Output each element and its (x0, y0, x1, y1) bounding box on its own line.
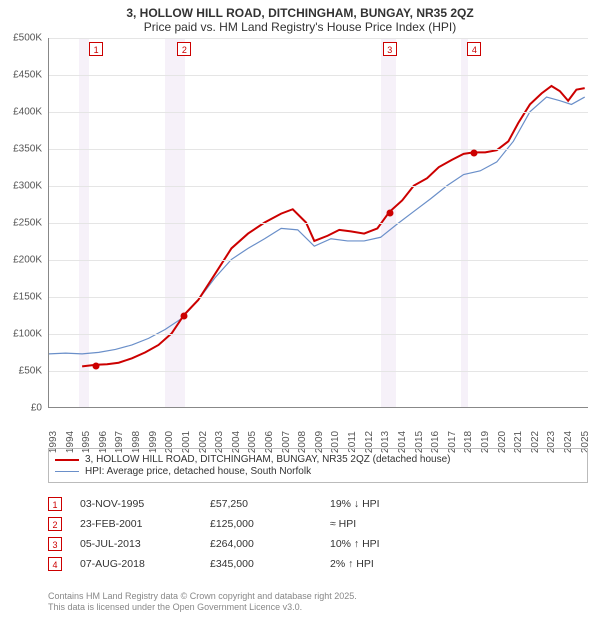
title-address: 3, HOLLOW HILL ROAD, DITCHINGHAM, BUNGAY… (0, 6, 600, 20)
legend-box: 3, HOLLOW HILL ROAD, DITCHINGHAM, BUNGAY… (48, 448, 588, 483)
transaction-change: 2% ↑ HPI (330, 558, 450, 570)
x-axis-labels: 1993199419951996199719981999200020012002… (48, 412, 588, 448)
y-tick-label: £150K (13, 292, 42, 303)
transaction-dot (471, 149, 478, 156)
footer-line1: Contains HM Land Registry data © Crown c… (48, 591, 357, 603)
transaction-marker-1: 1 (89, 42, 103, 56)
gridline-h (49, 371, 588, 372)
transaction-row: 3 05-JUL-2013£264,00010% ↑ HPI (48, 534, 588, 554)
gridline-h (49, 75, 588, 76)
title-subtitle: Price paid vs. HM Land Registry's House … (0, 20, 600, 34)
gridline-h (49, 149, 588, 150)
transaction-date: 07-AUG-2018 (80, 558, 210, 570)
transaction-row-marker: 2 (48, 517, 62, 531)
transaction-row: 1 03-NOV-1995£57,25019% ↓ HPI (48, 494, 588, 514)
legend-row: 3, HOLLOW HILL ROAD, DITCHINGHAM, BUNGAY… (55, 454, 581, 465)
transaction-change: 19% ↓ HPI (330, 498, 450, 510)
series-price_paid (82, 86, 585, 366)
y-tick-label: £100K (13, 329, 42, 340)
transaction-date: 05-JUL-2013 (80, 538, 210, 550)
transaction-row: 4 07-AUG-2018£345,0002% ↑ HPI (48, 554, 588, 574)
transaction-price: £125,000 (210, 518, 330, 530)
legend-label: 3, HOLLOW HILL ROAD, DITCHINGHAM, BUNGAY… (85, 454, 450, 465)
legend-label: HPI: Average price, detached house, Sout… (85, 466, 311, 477)
transaction-date: 03-NOV-1995 (80, 498, 210, 510)
transaction-marker-2: 2 (177, 42, 191, 56)
footer-line2: This data is licensed under the Open Gov… (48, 602, 357, 614)
transaction-marker-3: 3 (383, 42, 397, 56)
transaction-dot (93, 362, 100, 369)
title-block: 3, HOLLOW HILL ROAD, DITCHINGHAM, BUNGAY… (0, 0, 600, 36)
y-tick-label: £250K (13, 218, 42, 229)
gridline-h (49, 334, 588, 335)
transaction-price: £264,000 (210, 538, 330, 550)
gridline-h (49, 297, 588, 298)
transaction-dot (386, 209, 393, 216)
transaction-row-marker: 1 (48, 497, 62, 511)
legend-row: HPI: Average price, detached house, Sout… (55, 466, 581, 477)
legend-swatch (55, 471, 79, 472)
chart-container: 3, HOLLOW HILL ROAD, DITCHINGHAM, BUNGAY… (0, 0, 600, 620)
transaction-date: 23-FEB-2001 (80, 518, 210, 530)
transaction-change: ≈ HPI (330, 518, 450, 530)
legend-swatch (55, 459, 79, 461)
footer-attribution: Contains HM Land Registry data © Crown c… (48, 591, 357, 614)
gridline-h (49, 223, 588, 224)
y-tick-label: £50K (19, 366, 42, 377)
transaction-row-marker: 3 (48, 537, 62, 551)
gridline-h (49, 186, 588, 187)
transactions-table: 1 03-NOV-1995£57,25019% ↓ HPI 2 23-FEB-2001… (48, 494, 588, 574)
gridline-h (49, 112, 588, 113)
transaction-row: 2 23-FEB-2001£125,000≈ HPI (48, 514, 588, 534)
y-axis-labels: £0£50K£100K£150K£200K£250K£300K£350K£400… (0, 38, 46, 408)
y-tick-label: £450K (13, 70, 42, 81)
gridline-h (49, 260, 588, 261)
y-tick-label: £400K (13, 107, 42, 118)
chart-plot-area: 1 2 3 4 (48, 38, 588, 408)
y-tick-label: £500K (13, 33, 42, 44)
transaction-marker-4: 4 (467, 42, 481, 56)
series-hpi (49, 97, 585, 354)
transaction-change: 10% ↑ HPI (330, 538, 450, 550)
transaction-row-marker: 4 (48, 557, 62, 571)
gridline-h (49, 38, 588, 39)
y-tick-label: £0 (31, 403, 42, 414)
transaction-dot (181, 312, 188, 319)
transaction-price: £345,000 (210, 558, 330, 570)
y-tick-label: £350K (13, 144, 42, 155)
y-tick-label: £200K (13, 255, 42, 266)
transaction-price: £57,250 (210, 498, 330, 510)
y-tick-label: £300K (13, 181, 42, 192)
